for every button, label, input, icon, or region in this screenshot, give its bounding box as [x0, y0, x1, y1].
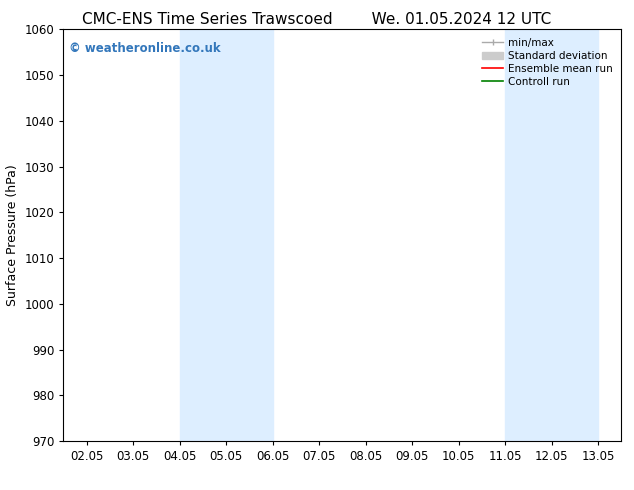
Bar — [505, 29, 598, 441]
Legend: min/max, Standard deviation, Ensemble mean run, Controll run: min/max, Standard deviation, Ensemble me… — [479, 35, 616, 90]
Bar — [179, 29, 273, 441]
Y-axis label: Surface Pressure (hPa): Surface Pressure (hPa) — [6, 164, 19, 306]
Text: © weatheronline.co.uk: © weatheronline.co.uk — [69, 42, 221, 55]
Text: CMC-ENS Time Series Trawscoed        We. 01.05.2024 12 UTC: CMC-ENS Time Series Trawscoed We. 01.05.… — [82, 12, 552, 27]
